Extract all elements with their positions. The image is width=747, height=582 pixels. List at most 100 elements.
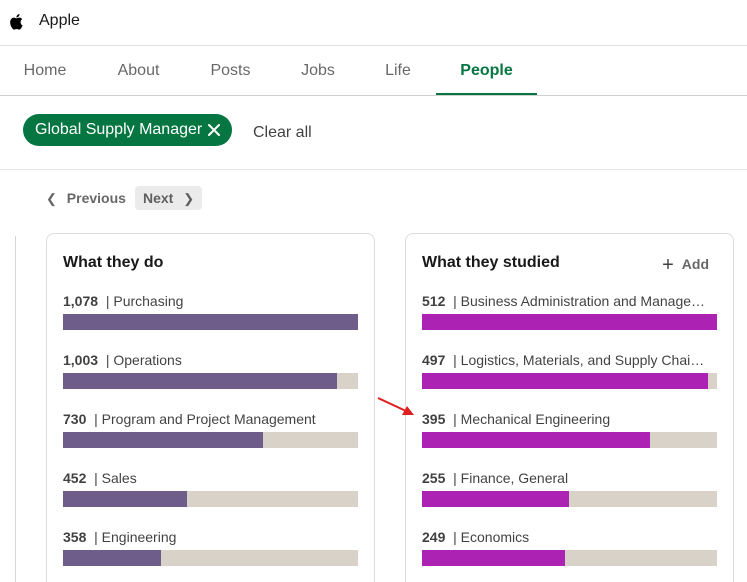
list-item[interactable]: 1,078 | Purchasing <box>63 292 359 351</box>
row-text: Sales <box>101 470 137 486</box>
filter-bar: Global Supply Manager Clear all <box>0 96 747 170</box>
bar-fill <box>422 373 709 389</box>
bar-track <box>63 373 358 389</box>
filter-chip-label: Global Supply Manager <box>35 121 203 138</box>
tab-life[interactable]: Life <box>385 62 411 79</box>
bar-track <box>63 314 358 330</box>
row-count: 512 <box>422 293 446 309</box>
what-they-studied-card: What they studied + Add 512 | Business Ad… <box>405 233 734 582</box>
row-count: 452 <box>63 470 87 486</box>
row-separator: | <box>445 293 461 309</box>
row-text: Logistics, Materials, and Supply Chai… <box>460 352 705 368</box>
bar-fill <box>422 550 566 566</box>
previous-label: Previous <box>66 190 126 206</box>
row-count: 1,003 <box>63 352 99 368</box>
list-item[interactable]: 730 | Program and Project Management <box>63 410 359 469</box>
bar-track <box>422 373 717 389</box>
clear-all-button[interactable]: Clear all <box>253 124 312 141</box>
row-text: Mechanical Engineering <box>460 411 611 427</box>
bar-track <box>422 550 717 566</box>
row-count: 255 <box>422 470 446 486</box>
row-count: 395 <box>422 411 446 427</box>
bar-fill <box>63 314 358 330</box>
row-separator: | <box>98 352 114 368</box>
bar-track <box>63 491 358 507</box>
bar-fill <box>63 491 187 507</box>
row-separator: | <box>445 529 461 545</box>
row-text: Engineering <box>101 529 177 545</box>
bar-track <box>63 550 358 566</box>
row-separator: | <box>445 352 461 368</box>
chevron-right-icon: ❯ <box>183 191 195 206</box>
what-they-do-list: 1,078 | Purchasing 1,003 | Operations 730 … <box>63 292 359 582</box>
row-text: Program and Project Management <box>101 411 316 427</box>
chevron-left-icon: ❮ <box>46 191 57 206</box>
row-label: 358 | Engineering <box>63 528 359 550</box>
carousel-divider <box>15 236 16 582</box>
row-separator: | <box>445 411 461 427</box>
row-count: 249 <box>422 529 446 545</box>
apple-logo-icon <box>10 14 23 30</box>
next-label: Next <box>143 190 174 206</box>
bar-fill <box>63 432 263 448</box>
filter-chip-global-supply-manager[interactable]: Global Supply Manager <box>23 114 233 146</box>
previous-button[interactable]: ❮ Previous <box>46 186 126 210</box>
bar-fill <box>422 432 650 448</box>
row-count: 1,078 <box>63 293 99 309</box>
row-count: 730 <box>63 411 87 427</box>
row-label: 497 | Logistics, Materials, and Supply C… <box>422 351 718 373</box>
card-title: What they do <box>63 254 164 271</box>
row-label: 249 | Economics <box>422 528 718 550</box>
company-name[interactable]: Apple <box>39 12 80 29</box>
list-item[interactable]: 1,003 | Operations <box>63 351 359 410</box>
bar-fill <box>63 373 338 389</box>
row-text: Operations <box>113 352 182 368</box>
add-label: Add <box>681 256 709 272</box>
list-item[interactable]: 512 | Business Administration and Manage… <box>422 292 718 351</box>
row-label: 255 | Finance, General <box>422 469 718 491</box>
row-text: Economics <box>460 529 530 545</box>
tab-about[interactable]: About <box>117 62 160 79</box>
row-label: 452 | Sales <box>63 469 359 491</box>
list-item[interactable]: 497 | Logistics, Materials, and Supply C… <box>422 351 718 410</box>
what-they-studied-list: 512 | Business Administration and Manage… <box>422 292 718 582</box>
plus-icon: + <box>662 254 674 276</box>
list-item[interactable]: 358 | Engineering <box>63 528 359 582</box>
tab-jobs[interactable]: Jobs <box>301 62 335 79</box>
what-they-do-card: What they do 1,078 | Purchasing 1,003 | O… <box>46 233 375 582</box>
row-count: 358 <box>63 529 87 545</box>
close-icon[interactable] <box>206 122 222 138</box>
row-text: Finance, General <box>460 470 569 486</box>
bar-fill <box>63 550 161 566</box>
bar-track <box>422 491 717 507</box>
row-separator: | <box>86 529 102 545</box>
tab-people[interactable]: People <box>436 47 537 95</box>
annotation-arrow-icon <box>377 397 414 415</box>
row-label: 730 | Program and Project Management <box>63 410 359 432</box>
list-item[interactable]: 452 | Sales <box>63 469 359 528</box>
page-tabs: Home About Posts Jobs Life People <box>0 47 747 96</box>
next-button[interactable]: Next ❯ <box>135 186 203 210</box>
card-title: What they studied <box>422 254 560 271</box>
bar-track <box>63 432 358 448</box>
tab-posts[interactable]: Posts <box>210 62 251 79</box>
bar-fill <box>422 314 717 330</box>
list-item[interactable]: 395 | Mechanical Engineering <box>422 410 718 469</box>
row-label: 1,078 | Purchasing <box>63 292 359 314</box>
row-separator: | <box>86 470 102 486</box>
list-item[interactable]: 255 | Finance, General <box>422 469 718 528</box>
add-button[interactable]: + Add <box>662 254 709 277</box>
row-count: 497 <box>422 352 446 368</box>
row-label: 395 | Mechanical Engineering <box>422 410 718 432</box>
tab-home[interactable]: Home <box>23 62 67 79</box>
row-text: Business Administration and Manage… <box>460 293 706 309</box>
row-label: 1,003 | Operations <box>63 351 359 373</box>
row-separator: | <box>98 293 114 309</box>
bar-track <box>422 314 717 330</box>
list-item[interactable]: 249 | Economics <box>422 528 718 582</box>
row-text: Purchasing <box>113 293 184 309</box>
bar-track <box>422 432 717 448</box>
row-label: 512 | Business Administration and Manage… <box>422 292 718 314</box>
row-separator: | <box>86 411 102 427</box>
row-separator: | <box>445 470 461 486</box>
